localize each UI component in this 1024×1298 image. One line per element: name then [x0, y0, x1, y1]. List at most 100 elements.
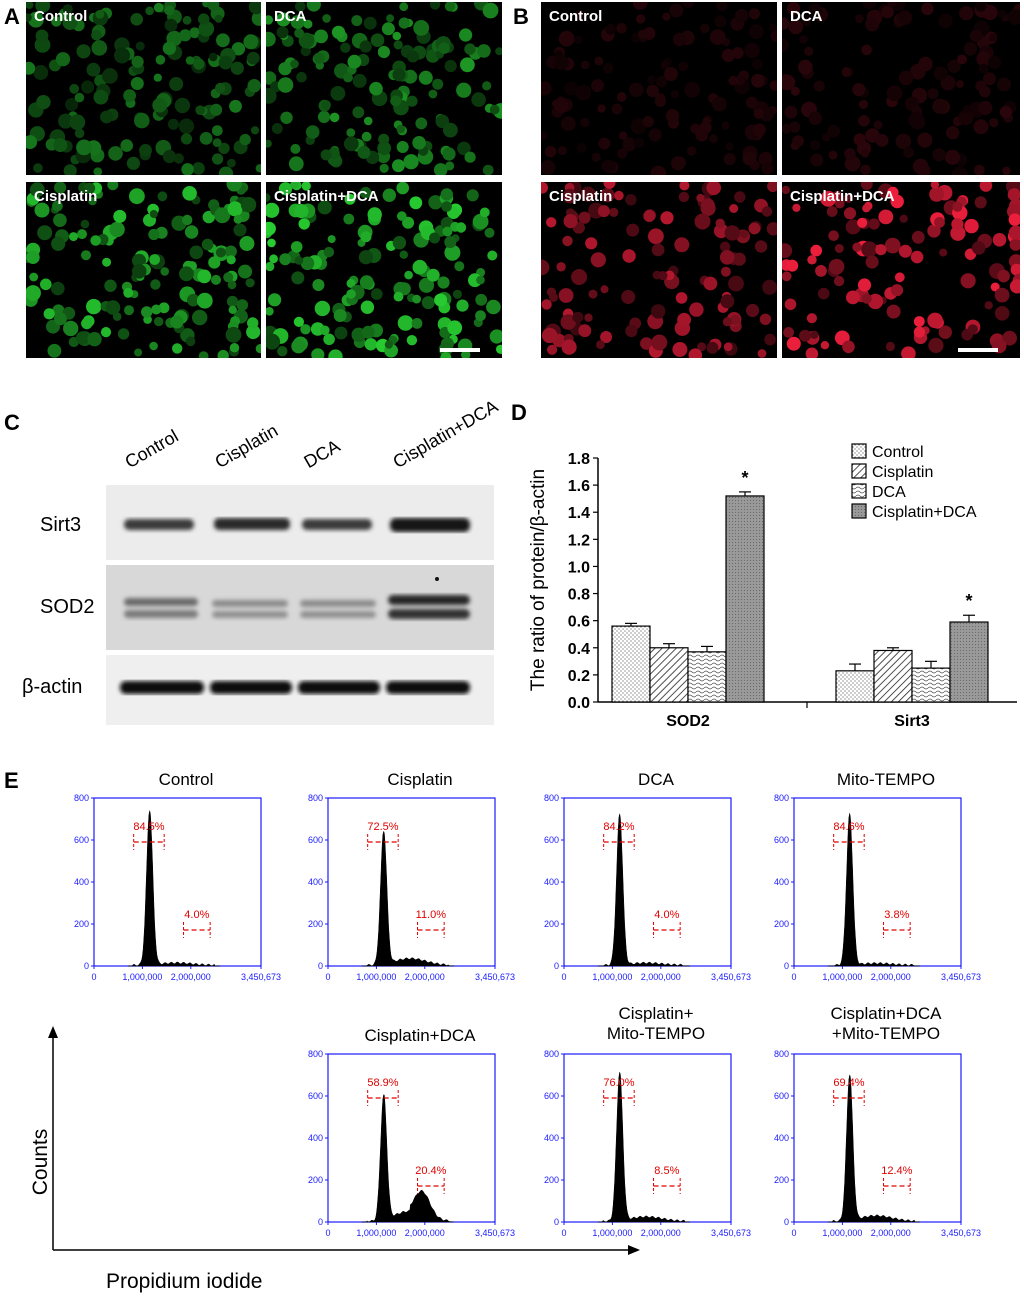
cell — [484, 227, 495, 238]
cell — [786, 2, 801, 15]
cell — [846, 290, 860, 305]
x-tick-label: 1,000,000 — [822, 972, 862, 982]
y-tick-label: 200 — [774, 1175, 789, 1185]
cell — [172, 343, 183, 354]
cell — [541, 182, 548, 194]
cell — [33, 65, 49, 80]
cell — [413, 20, 430, 36]
cell — [675, 292, 688, 304]
cell — [314, 300, 331, 317]
cell — [317, 110, 331, 123]
cell — [363, 116, 373, 126]
micrograph-label: Control — [549, 8, 603, 25]
cell — [35, 2, 51, 13]
y-tick-label: 800 — [774, 1049, 789, 1059]
cell — [828, 230, 839, 241]
cell — [364, 338, 377, 351]
cell — [53, 138, 68, 153]
cell — [228, 305, 237, 314]
y-tick-label: 200 — [74, 919, 89, 929]
cell — [212, 153, 224, 165]
cell — [541, 259, 550, 276]
cell — [329, 112, 340, 123]
cell — [229, 343, 240, 353]
cell — [397, 315, 414, 331]
cell — [333, 309, 347, 322]
y-tick-label: 0 — [784, 1217, 789, 1227]
cell — [406, 95, 418, 107]
gate-g1-label: 84.5% — [133, 821, 164, 833]
cell — [323, 333, 335, 346]
cell — [109, 221, 125, 238]
cell — [251, 11, 261, 26]
cell — [858, 99, 869, 109]
gate-g2-label: 8.5% — [654, 1165, 679, 1177]
cell — [215, 247, 226, 258]
cell — [152, 98, 167, 113]
cell — [988, 33, 997, 42]
cell — [959, 5, 974, 21]
cell — [346, 278, 356, 288]
cell — [934, 217, 945, 228]
y-tick-label: 800 — [544, 1049, 559, 1059]
cell — [236, 299, 249, 311]
cell — [120, 139, 133, 152]
cell — [452, 289, 462, 299]
cell — [185, 336, 196, 347]
cell — [895, 133, 912, 150]
cell — [47, 343, 62, 358]
cell — [714, 15, 727, 28]
cell — [150, 279, 161, 290]
cell — [761, 162, 774, 175]
cell — [184, 225, 199, 239]
cell — [482, 164, 494, 175]
cell — [783, 327, 794, 338]
cell — [218, 142, 230, 155]
cell — [54, 312, 67, 326]
legend-swatch — [851, 483, 867, 499]
cell — [928, 337, 944, 353]
cell — [580, 117, 590, 128]
cell — [554, 98, 569, 114]
cell — [887, 186, 899, 199]
x-tick-label: 2,000,000 — [641, 1228, 681, 1238]
cell — [208, 256, 221, 269]
cell — [784, 105, 798, 119]
cell — [729, 204, 739, 213]
lane-label-control: Control — [121, 425, 182, 473]
cell — [597, 205, 610, 218]
cell — [546, 217, 557, 228]
cell — [557, 146, 568, 156]
cell — [397, 211, 407, 221]
y-tick-label: 0 — [318, 961, 323, 971]
cell — [396, 124, 405, 134]
cell — [130, 12, 143, 26]
x-tick-label: 0 — [561, 1228, 566, 1238]
y-tick-label: 1.0 — [568, 559, 590, 576]
cell — [833, 275, 845, 287]
bar-cisplatin-dca — [725, 495, 765, 703]
cell — [788, 19, 803, 35]
cell — [291, 339, 306, 354]
cell — [280, 111, 293, 125]
cell — [703, 276, 718, 291]
cell — [939, 248, 948, 257]
cell-field — [266, 2, 502, 175]
histogram-title: Cisplatin+ Mito-TEMPO — [606, 1004, 706, 1043]
cell — [660, 61, 669, 70]
cell — [328, 349, 343, 358]
cell — [393, 291, 404, 302]
cell — [429, 232, 441, 244]
cell — [77, 229, 87, 240]
x-tick-label: 0 — [325, 972, 330, 982]
cell-field — [782, 2, 1020, 175]
cell — [672, 342, 688, 357]
plot-frame — [793, 797, 962, 967]
x-tick-label: 1,000,000 — [356, 972, 396, 982]
micrograph-label: Cisplatin — [34, 188, 98, 205]
cell — [742, 151, 757, 166]
cell — [799, 329, 812, 342]
cell — [438, 42, 450, 54]
cell — [224, 245, 237, 258]
x-tick-label: 0 — [325, 1228, 330, 1238]
